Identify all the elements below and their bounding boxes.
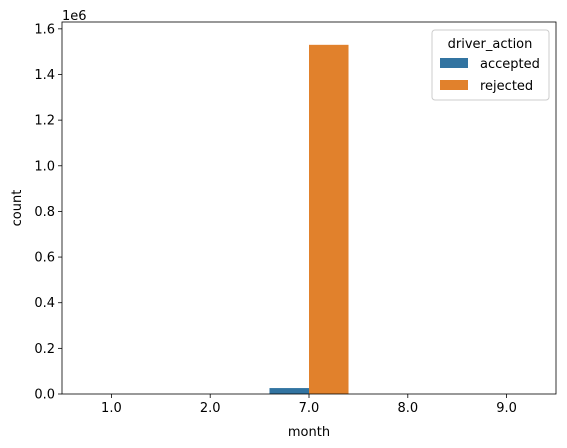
x-axis-label: month [288,425,330,440]
x-tick-label: 7.0 [299,401,320,416]
x-tick-label: 2.0 [200,401,221,416]
y-tick-label: 1.2 [34,114,55,129]
legend-swatch-rejected [440,80,468,90]
y-tick-label: 1.4 [34,68,55,83]
legend-title: driver_action [448,37,533,52]
y-tick-label: 0.6 [34,251,55,266]
x-axis-ticks: 1.0 2.0 7.0 8.0 9.0 [101,394,517,416]
y-tick-label: 0.0 [34,388,55,403]
y-tick-label: 1.0 [34,159,55,174]
y-tick-label: 0.2 [34,342,55,357]
y-axis-label: count [10,190,25,227]
x-tick-label: 1.0 [101,401,122,416]
y-axis-ticks: 0.0 0.2 0.4 0.6 0.8 1.0 1.2 1.4 1.6 [34,22,62,403]
y-tick-label: 1.6 [34,22,55,37]
bar-accepted-7.0 [269,388,309,394]
y-tick-label: 0.4 [34,296,55,311]
plot-frame [61,21,557,395]
x-tick-label: 9.0 [496,401,517,416]
legend-swatch-accepted [440,58,468,68]
legend-label-rejected: rejected [480,79,533,94]
x-tick-label: 8.0 [397,401,418,416]
legend-label-accepted: accepted [480,57,540,72]
bars [269,44,349,395]
bar-rejected-7.0 [309,44,349,395]
legend: driver_action accepted rejected [431,29,550,101]
y-scale-label: 1e6 [62,9,87,24]
y-tick-label: 0.8 [34,205,55,220]
